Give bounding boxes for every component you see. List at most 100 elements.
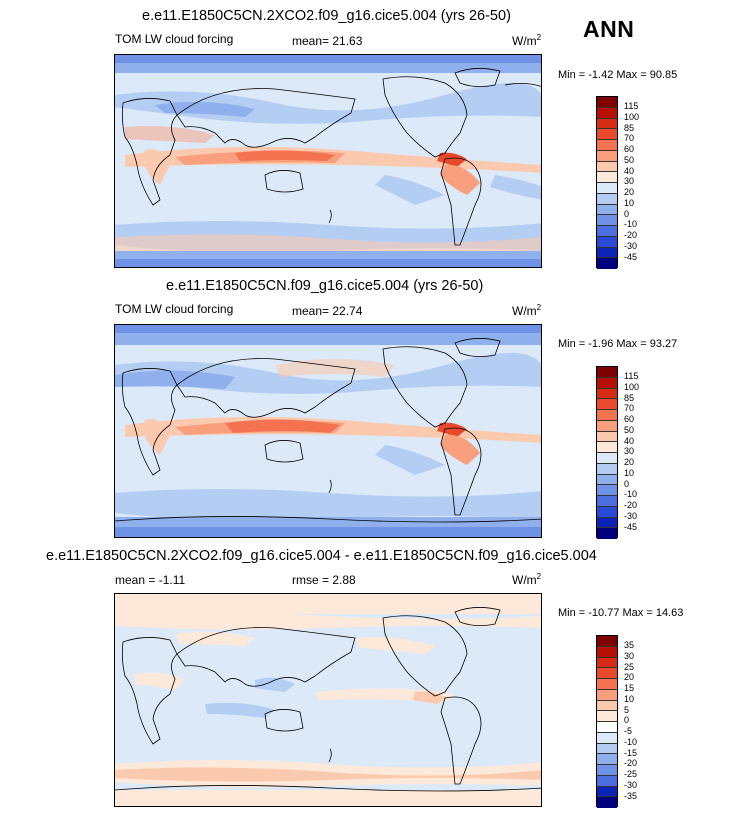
colorbar-swatch: [597, 399, 617, 410]
colorbar-tick-label: 30: [624, 650, 635, 661]
colorbar-swatch: [597, 700, 617, 712]
colorbar-tick-label: 100: [624, 111, 640, 122]
colorbar-tick-label: 15: [624, 683, 635, 693]
colorbar-tick-label: 10: [624, 693, 635, 704]
colorbar-swatch: [597, 474, 617, 486]
colorbar-tick-label: 85: [624, 122, 635, 133]
colorbar-swatch: [597, 754, 617, 765]
colorbar-tick-label: 20: [624, 457, 635, 467]
panel-1-mean-label: mean= 21.63: [292, 34, 363, 48]
panel-3-rmse-label: rmse = 2.88: [292, 573, 356, 587]
colorbar-tick-label: -15: [624, 747, 638, 758]
colorbar-swatch: [597, 377, 617, 389]
panel-2-map-svg: [115, 325, 541, 537]
colorbar-swatch: [597, 711, 617, 722]
colorbar-swatch: [597, 679, 617, 690]
colorbar-swatch: [597, 496, 617, 507]
colorbar-tick-label: 0: [624, 715, 630, 726]
panel-3-mean-label: mean = -1.11: [115, 573, 186, 587]
panel-3-units: W/m2: [512, 572, 542, 587]
panel-1-map-svg: [115, 55, 541, 267]
colorbar-tick-label: 50: [624, 154, 635, 165]
panel-1-map: [114, 54, 542, 268]
colorbar-tick-label: 30: [624, 176, 635, 187]
colorbar-tick-label: 85: [624, 392, 635, 403]
panel-3-title: e.e11.E1850C5CN.2XCO2.f09_g16.cice5.004 …: [46, 548, 597, 564]
colorbar-swatch: [597, 172, 617, 183]
panel-2-map: [114, 324, 542, 538]
panel-1-minmax: Min = -1.42 Max = 90.85: [558, 69, 678, 81]
colorbar-swatch: [597, 247, 617, 259]
colorbar-swatch: [597, 367, 617, 378]
colorbar-tick-label: -10: [624, 736, 638, 747]
colorbar-swatch: [597, 528, 617, 539]
colorbar-swatch: [597, 388, 617, 400]
colorbar-tick-label: 60: [624, 414, 635, 424]
colorbar-tick-label: -20: [624, 758, 638, 769]
panel-2-units: W/m2: [512, 303, 542, 318]
colorbar-swatch: [597, 226, 617, 237]
colorbar-tick-label: 50: [624, 424, 635, 435]
colorbar-swatch: [597, 118, 617, 130]
colorbar-swatch: [597, 743, 617, 755]
panel-2-minmax: Min = -1.96 Max = 93.27: [558, 338, 678, 350]
colorbar-swatch: [597, 689, 617, 701]
colorbar-tick-label: 25: [624, 661, 635, 672]
panel-2-title: e.e11.E1850C5CN.f09_g16.cice5.004 (yrs 2…: [166, 278, 484, 294]
colorbar-swatch: [597, 797, 617, 808]
colorbar-tick-label: -10: [624, 489, 638, 500]
panel-3-minmax: Min = -10.77 Max = 14.63: [558, 607, 684, 619]
panel-1-field-label: TOM LW cloud forcing: [115, 32, 234, 46]
colorbar-tick-label: 100: [624, 381, 640, 392]
colorbar-swatch: [597, 258, 617, 269]
colorbar-tick-label: 20: [624, 672, 635, 683]
colorbar-swatch: [597, 431, 617, 443]
colorbar-swatch: [597, 668, 617, 679]
panel-3-map-svg: [115, 594, 541, 806]
colorbar-swatch: [597, 150, 617, 162]
colorbar-tick-label: -10: [624, 219, 638, 230]
colorbar-tick-label: -45: [624, 521, 638, 532]
season-label: ANN: [583, 16, 635, 42]
colorbar-tick-label: -25: [624, 769, 638, 779]
colorbar-swatch: [597, 506, 617, 518]
colorbar-swatch: [597, 140, 617, 151]
colorbar-swatch: [597, 97, 617, 108]
colorbar-tick-label: 5: [624, 704, 630, 715]
colorbar-swatch: [597, 129, 617, 140]
panel-1-colorbar: [596, 96, 618, 269]
colorbar-swatch: [597, 236, 617, 248]
colorbar-tick-label: 40: [624, 435, 635, 446]
panel-3-map: [114, 593, 542, 807]
colorbar-tick-label: -45: [624, 251, 638, 262]
colorbar-swatch: [597, 183, 617, 194]
colorbar-tick-label: -30: [624, 240, 638, 251]
colorbar-tick-label: 115: [624, 101, 639, 111]
colorbar-tick-label: -30: [624, 779, 638, 790]
colorbar-tick-label: 20: [624, 187, 635, 197]
colorbar-swatch: [597, 161, 617, 173]
colorbar-swatch: [597, 722, 617, 733]
colorbar-swatch: [597, 453, 617, 464]
colorbar-swatch: [597, 636, 617, 647]
colorbar-swatch: [597, 775, 617, 787]
colorbar-tick-label: -35: [624, 790, 638, 801]
colorbar-swatch: [597, 215, 617, 226]
colorbar-tick-label: 0: [624, 208, 630, 219]
colorbar-tick-label: -5: [624, 726, 633, 736]
colorbar-tick-label: 60: [624, 144, 635, 154]
colorbar-swatch: [597, 732, 617, 744]
colorbar-swatch: [597, 463, 617, 475]
panel-1-title: e.e11.E1850C5CN.2XCO2.f09_g16.cice5.004 …: [142, 8, 511, 24]
panel-3-colorbar: [596, 635, 618, 808]
panel-2-field-label: TOM LW cloud forcing: [115, 302, 234, 316]
colorbar-tick-label: 35: [624, 640, 635, 650]
colorbar-tick-label: -30: [624, 510, 638, 521]
colorbar-tick-label: 10: [624, 197, 635, 208]
panel-1-units: W/m2: [512, 33, 542, 48]
colorbar-tick-label: 70: [624, 133, 635, 144]
colorbar-tick-label: 30: [624, 446, 635, 457]
colorbar-tick-label: 115: [624, 371, 639, 381]
colorbar-swatch: [597, 485, 617, 496]
panel-2-colorbar: [596, 366, 618, 539]
